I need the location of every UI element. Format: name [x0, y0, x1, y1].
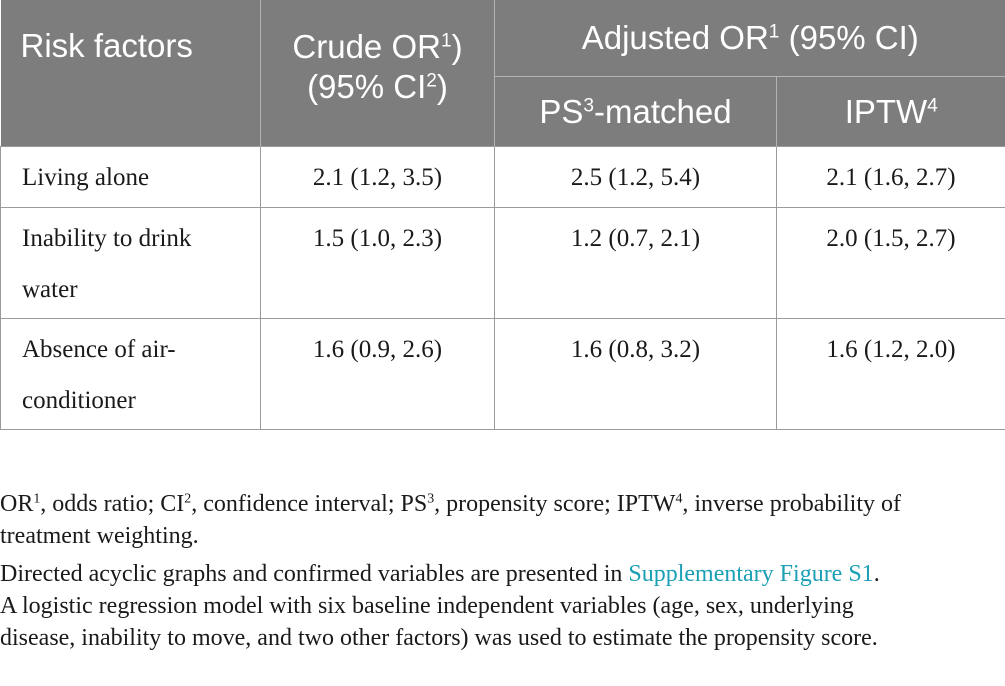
header-crude-or: Crude OR1) (95% CI2): [260, 0, 495, 147]
iptw-cell: 1.6 (1.2, 2.0): [775, 318, 1005, 430]
table-row: Absence of air-conditioner 1.6 (0.9, 2.6…: [0, 318, 1005, 430]
ps-matched-cell: 1.2 (0.7, 2.1): [494, 207, 777, 319]
iptw-cell: 2.0 (1.5, 2.7): [775, 207, 1005, 319]
table-footnotes: OR1, odds ratio; CI2, confidence interva…: [0, 488, 1005, 654]
risk-factor-cell: Living alone: [0, 146, 261, 208]
ps-matched-cell: 2.5 (1.2, 5.4): [494, 146, 777, 208]
header-risk-factors: Risk factors: [0, 0, 261, 147]
logistic-model-note: A logistic regression model with six bas…: [0, 593, 878, 651]
ps-matched-cell: 1.6 (0.8, 3.2): [494, 318, 777, 430]
supplementary-figure-link[interactable]: Supplementary Figure S1: [628, 561, 874, 587]
table-row: Living alone 2.1 (1.2, 3.5) 2.5 (1.2, 5.…: [0, 146, 1005, 208]
iptw-cell: 2.1 (1.6, 2.7): [775, 146, 1005, 208]
risk-factor-cell: Inability to drink water: [0, 207, 261, 319]
header-adjusted-or: Adjusted OR1 (95% CI): [494, 0, 1005, 77]
odds-ratio-table: Risk factors Crude OR1) (95% CI2) Adjuste…: [0, 0, 1005, 430]
crude-or-cell: 2.1 (1.2, 3.5): [260, 146, 495, 208]
abbreviations-note: OR1, odds ratio; CI2, confidence interva…: [0, 491, 902, 549]
dag-note: Directed acyclic graphs and confirmed va…: [0, 561, 880, 587]
table-row: Inability to drink water 1.5 (1.0, 2.3) 1…: [0, 207, 1005, 319]
header-iptw: IPTW4: [776, 76, 1005, 147]
header-ps-matched: PS3-matched: [494, 76, 777, 147]
crude-or-cell: 1.5 (1.0, 2.3): [260, 207, 495, 319]
crude-or-cell: 1.6 (0.9, 2.6): [260, 318, 495, 430]
risk-factor-cell: Absence of air-conditioner: [0, 318, 261, 430]
